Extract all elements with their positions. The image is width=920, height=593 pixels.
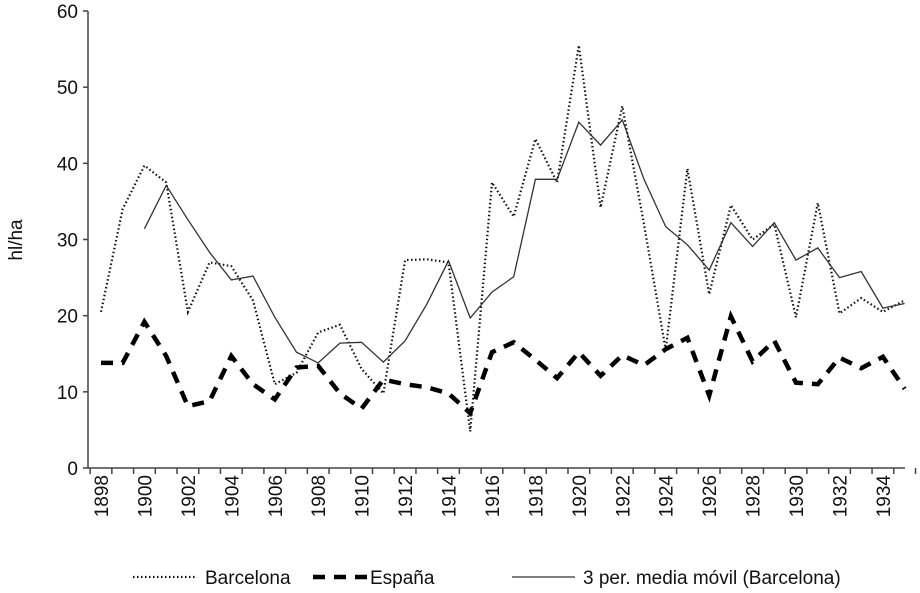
x-tick-label: 1910 <box>353 475 374 517</box>
legend-label-2: 3 per. media móvil (Barcelona) <box>583 568 841 589</box>
x-tick-label: 1902 <box>179 475 200 517</box>
y-tick-label: 0 <box>67 459 78 480</box>
y-tick-label: 50 <box>57 78 78 99</box>
series-line-1 <box>101 310 907 418</box>
x-tick-label: 1916 <box>483 475 504 517</box>
x-tick-label: 1932 <box>830 475 851 517</box>
series-line-2 <box>143 118 905 364</box>
x-tick-label: 1918 <box>526 475 547 517</box>
x-tick-label: 1926 <box>700 475 721 517</box>
x-tick-label: 1922 <box>613 475 634 517</box>
x-tick-label: 1920 <box>570 475 591 517</box>
y-tick-label: 20 <box>57 307 78 328</box>
x-tick-label: 1904 <box>222 475 243 518</box>
x-tick-label: 1912 <box>396 475 417 517</box>
x-tick-label: 1934 <box>874 475 895 518</box>
legend-label-1: España <box>370 568 435 589</box>
x-tick-label: 1900 <box>135 475 156 517</box>
x-tick-label: 1914 <box>440 475 461 518</box>
axes: 0 10 20 30 40 50 60 1898 1900 1902 1904 1906 1908 191… <box>57 2 917 518</box>
x-tick-label: 1930 <box>787 475 808 517</box>
y-tick-label: 40 <box>57 154 78 175</box>
x-tick-label: 1908 <box>309 475 330 517</box>
y-axis-label: hl/ha <box>6 219 27 261</box>
legend: Barcelona España 3 per. media móvil (Barce… <box>133 568 841 589</box>
y-tick-label: 10 <box>57 383 78 404</box>
x-tick-label: 1898 <box>92 475 113 517</box>
y-tick-label: 30 <box>57 231 78 252</box>
legend-label-0: Barcelona <box>205 568 291 589</box>
x-tick-label: 1906 <box>266 475 287 517</box>
x-tick-label: 1924 <box>657 475 678 518</box>
x-tick-label: 1928 <box>744 475 765 517</box>
series-group <box>99 45 907 432</box>
y-tick-label: 60 <box>57 2 78 23</box>
